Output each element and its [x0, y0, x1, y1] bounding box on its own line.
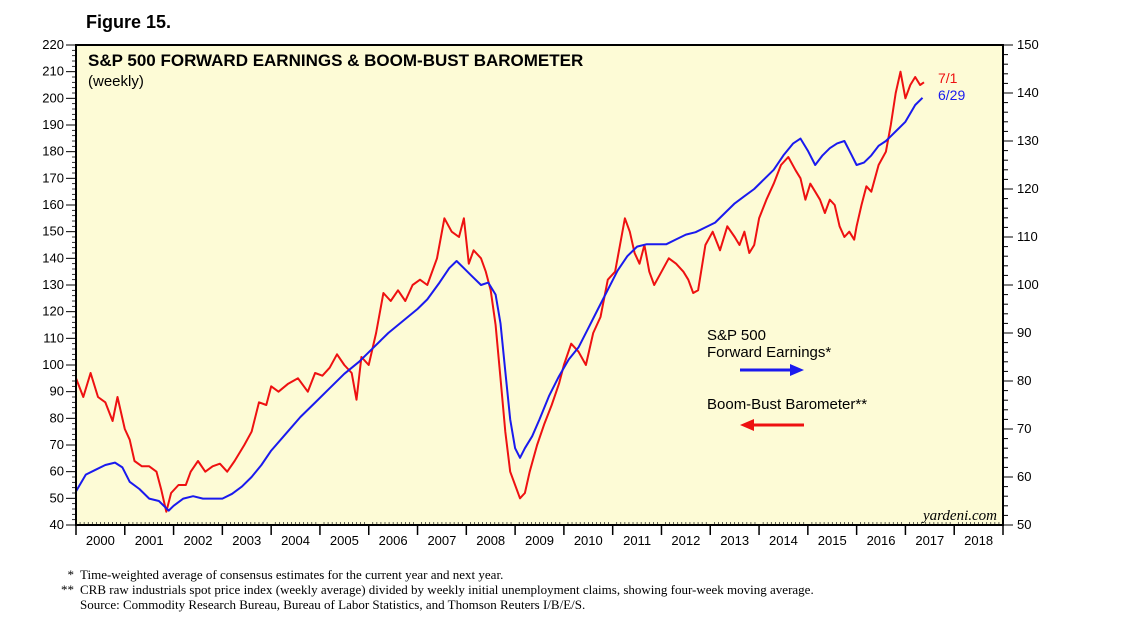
left-tick-label: 60: [50, 464, 64, 479]
x-tick-label: 2011: [623, 533, 651, 548]
figure-label: Figure 15.: [86, 12, 172, 32]
footnote-1: * Time-weighted average of consensus esti…: [52, 567, 814, 582]
x-tick-label: 2007: [427, 533, 456, 548]
left-tick-label: 80: [50, 410, 64, 425]
x-tick-label: 2012: [671, 533, 700, 548]
legend-earnings-label-1: S&P 500: [707, 327, 766, 344]
legend-earnings-label-2: Forward Earnings*: [707, 344, 831, 361]
left-tick-label: 170: [42, 170, 64, 185]
earnings-line: [75, 97, 924, 512]
left-tick-label: 150: [42, 224, 64, 239]
x-tick-label: 2014: [769, 533, 798, 548]
chart: 40 50 60 70 80 90 100 110 120 130 140 150 160 170 180 1…: [42, 37, 1038, 548]
x-tick-label: 2009: [525, 533, 554, 548]
chart-subtitle: (weekly): [88, 73, 144, 90]
x-tick-label: 2016: [867, 533, 896, 548]
footnote-source: Source: Commodity Research Bureau, Burea…: [52, 597, 814, 612]
legend-barometer-label: Boom-Bust Barometer**: [707, 396, 867, 413]
left-tick-label: 90: [50, 384, 64, 399]
left-tick-label: 110: [43, 330, 64, 345]
footnote-2: ** CRB raw industrials spot price index (…: [52, 582, 814, 597]
watermark: yardeni.com: [921, 508, 997, 524]
left-tick-label: 50: [50, 490, 64, 505]
right-tick-label: 90: [1017, 325, 1031, 340]
footnotes: * Time-weighted average of consensus esti…: [52, 567, 814, 612]
x-tick-label: 2000: [86, 533, 115, 548]
left-tick-label: 140: [42, 250, 64, 265]
footnote-text: Source: Commodity Research Bureau, Burea…: [80, 597, 586, 612]
left-tick-label: 190: [42, 117, 64, 132]
left-tick-label: 120: [42, 304, 64, 319]
x-tick-label: 2006: [379, 533, 408, 548]
x-tick-label: 2004: [281, 533, 310, 548]
right-tick-label: 60: [1017, 469, 1031, 484]
right-tick-label: 120: [1017, 181, 1039, 196]
left-tick-label: 180: [42, 144, 64, 159]
left-tick-label: 160: [42, 197, 64, 212]
axis-ticks: 40 50 60 70 80 90 100 110 120 130 140 150 160 170 180 1…: [42, 37, 1038, 548]
x-tick-label: 2017: [915, 533, 944, 548]
chart-title: S&P 500 FORWARD EARNINGS & BOOM-BUST BAR…: [88, 51, 583, 70]
left-tick-label: 210: [42, 64, 64, 79]
footnote-text: CRB raw industrials spot price index (we…: [80, 582, 814, 597]
right-tick-label: 150: [1017, 37, 1039, 52]
right-tick-label: 70: [1017, 421, 1031, 436]
left-tick-label: 220: [42, 37, 64, 52]
plot-frame: [75, 44, 1004, 526]
right-tick-label: 130: [1017, 133, 1039, 148]
barometer-line: [75, 70, 925, 513]
series-lines: [75, 70, 925, 513]
right-tick-label: 100: [1017, 277, 1039, 292]
right-tick-label: 110: [1017, 229, 1038, 244]
x-tick-label: 2013: [720, 533, 749, 548]
left-tick-label: 100: [42, 357, 64, 372]
x-tick-label: 2003: [232, 533, 261, 548]
left-tick-label: 70: [50, 437, 64, 452]
x-tick-label: 2015: [818, 533, 847, 548]
x-tick-label: 2010: [574, 533, 603, 548]
footnote-mark: *: [67, 567, 75, 582]
legend-earnings: S&P 500 Forward Earnings*: [707, 327, 831, 376]
left-tick-label: 130: [42, 277, 64, 292]
legend-barometer-arrowhead: [740, 419, 754, 431]
plot-background: [76, 45, 1003, 525]
left-tick-label: 200: [42, 90, 64, 105]
legend-earnings-arrowhead: [790, 364, 804, 376]
x-tick-label: 2018: [964, 533, 993, 548]
right-tick-label: 50: [1017, 517, 1031, 532]
earnings-end-label: 6/29: [938, 87, 965, 103]
x-tick-label: 2002: [184, 533, 213, 548]
footnote-mark: **: [61, 582, 74, 597]
x-tick-label: 2005: [330, 533, 359, 548]
footnote-text: Time-weighted average of consensus estim…: [80, 567, 504, 582]
right-tick-label: 140: [1017, 85, 1039, 100]
x-tick-label: 2001: [135, 533, 164, 548]
legend-barometer: Boom-Bust Barometer**: [707, 396, 867, 431]
barometer-end-label: 7/1: [938, 70, 958, 86]
x-tick-label: 2008: [476, 533, 505, 548]
left-tick-label: 40: [50, 517, 64, 532]
right-tick-label: 80: [1017, 373, 1031, 388]
